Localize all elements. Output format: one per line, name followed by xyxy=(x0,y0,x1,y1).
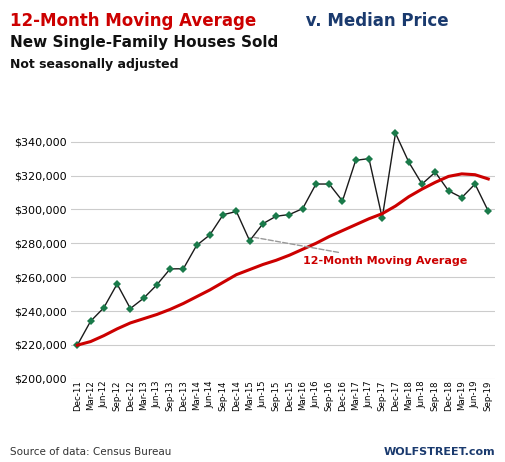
Text: 12-Month Moving Average: 12-Month Moving Average xyxy=(252,237,467,266)
Text: 12-Month Moving Average: 12-Month Moving Average xyxy=(10,12,257,30)
Text: WOLFSTREET.com: WOLFSTREET.com xyxy=(383,447,495,457)
Text: New Single-Family Houses Sold: New Single-Family Houses Sold xyxy=(10,35,278,49)
Text: Not seasonally adjusted: Not seasonally adjusted xyxy=(10,58,179,71)
Text: v. Median Price: v. Median Price xyxy=(300,12,449,30)
Text: Source of data: Census Bureau: Source of data: Census Bureau xyxy=(10,447,172,457)
